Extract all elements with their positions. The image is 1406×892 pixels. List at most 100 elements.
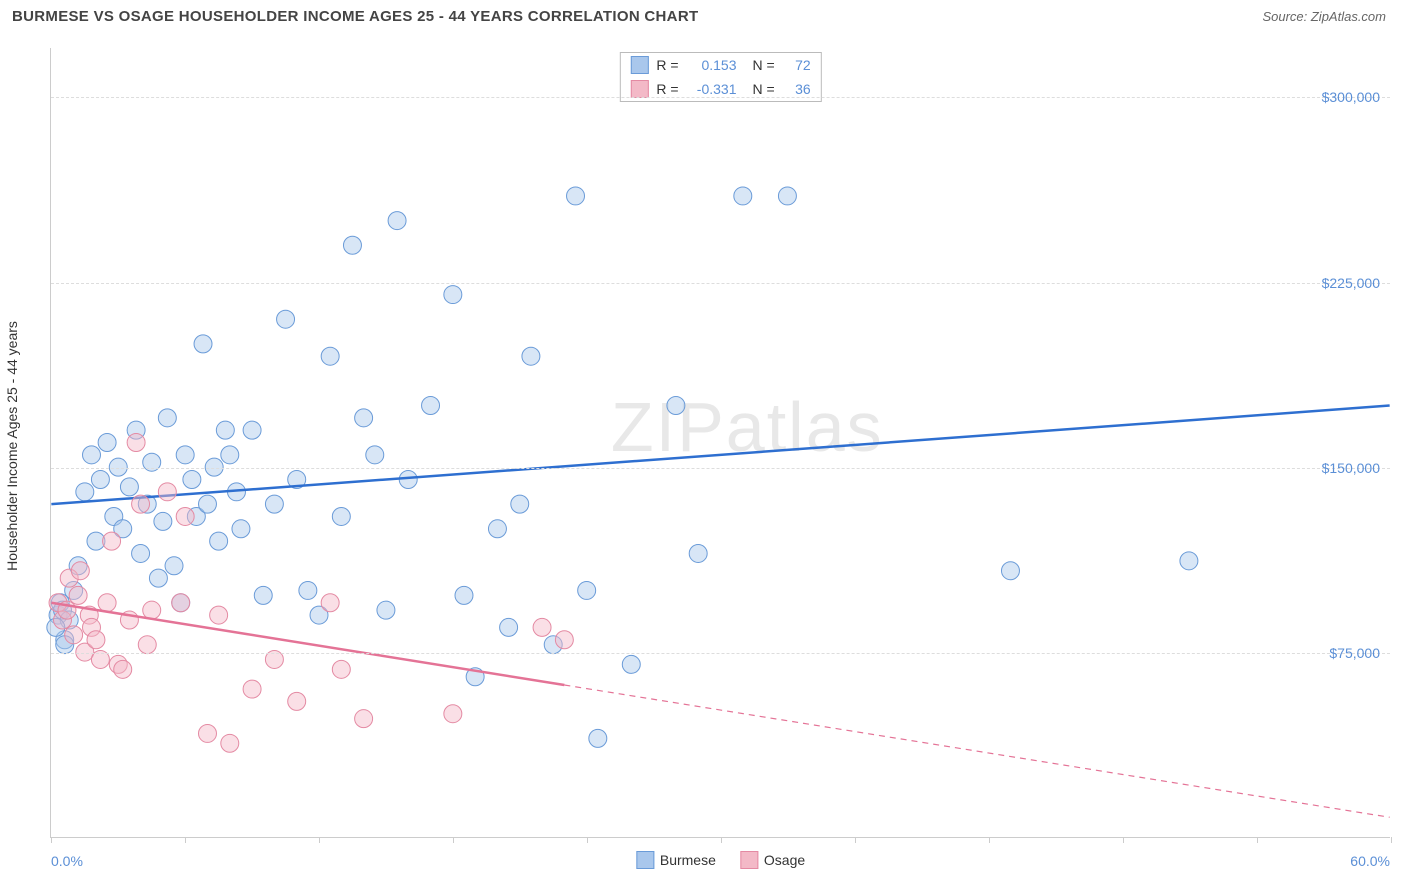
data-point: [194, 335, 212, 353]
x-tick: [319, 837, 320, 843]
n-label: N =: [753, 57, 775, 73]
x-tick: [1123, 837, 1124, 843]
source-label: Source:: [1262, 9, 1310, 24]
data-point: [388, 212, 406, 230]
series-legend-item: Burmese: [636, 851, 716, 869]
r-label: R =: [656, 57, 678, 73]
data-point: [1001, 562, 1019, 580]
data-point: [567, 187, 585, 205]
data-point: [165, 557, 183, 575]
data-point: [622, 655, 640, 673]
legend-swatch: [630, 56, 648, 74]
data-point: [778, 187, 796, 205]
legend-swatch: [630, 80, 648, 98]
n-label: N =: [753, 81, 775, 97]
n-value: 72: [783, 57, 811, 73]
data-point: [232, 520, 250, 538]
data-point: [127, 434, 145, 452]
plot-area: ZIPatlas R =0.153N =72R =-0.331N =36 0.0…: [50, 48, 1390, 838]
data-point: [321, 594, 339, 612]
gridline: [51, 468, 1390, 469]
data-point: [132, 495, 150, 513]
data-point: [522, 347, 540, 365]
gridline: [51, 653, 1390, 654]
x-tick: [587, 837, 588, 843]
data-point: [198, 495, 216, 513]
data-point: [221, 446, 239, 464]
data-point: [198, 724, 216, 742]
trend-line-extrapolated: [564, 685, 1389, 817]
data-point: [172, 594, 190, 612]
data-point: [76, 483, 94, 501]
data-point: [158, 483, 176, 501]
trend-line: [51, 406, 1389, 505]
x-tick: [989, 837, 990, 843]
data-point: [221, 734, 239, 752]
data-point: [98, 594, 116, 612]
gridline: [51, 97, 1390, 98]
data-point: [243, 680, 261, 698]
data-point: [98, 434, 116, 452]
data-point: [176, 446, 194, 464]
correlation-legend: R =0.153N =72R =-0.331N =36: [619, 52, 821, 102]
data-point: [299, 581, 317, 599]
data-point: [65, 626, 83, 644]
x-tick: [453, 837, 454, 843]
data-point: [103, 532, 121, 550]
data-point: [143, 601, 161, 619]
data-point: [120, 478, 138, 496]
data-point: [578, 581, 596, 599]
x-tick: [1257, 837, 1258, 843]
data-point: [87, 631, 105, 649]
y-tick-label: $300,000: [1322, 89, 1380, 105]
data-point: [321, 347, 339, 365]
data-point: [377, 601, 395, 619]
data-point: [332, 660, 350, 678]
data-point: [355, 710, 373, 728]
data-point: [288, 692, 306, 710]
gridline: [51, 283, 1390, 284]
data-point: [277, 310, 295, 328]
data-point: [511, 495, 529, 513]
series-legend: Burmese Osage: [636, 851, 805, 869]
data-point: [183, 470, 201, 488]
data-point: [254, 586, 272, 604]
data-point: [216, 421, 234, 439]
data-point: [488, 520, 506, 538]
data-point: [734, 187, 752, 205]
data-point: [366, 446, 384, 464]
chart-title: BURMESE VS OSAGE HOUSEHOLDER INCOME AGES…: [12, 8, 698, 25]
data-point: [555, 631, 573, 649]
data-point: [154, 512, 172, 530]
data-point: [265, 495, 283, 513]
data-point: [210, 606, 228, 624]
data-point: [355, 409, 373, 427]
data-point: [176, 507, 194, 525]
data-point: [149, 569, 167, 587]
data-point: [158, 409, 176, 427]
x-axis-max-label: 60.0%: [1350, 853, 1390, 869]
x-tick: [51, 837, 52, 843]
series-legend-item: Osage: [740, 851, 805, 869]
data-point: [500, 618, 518, 636]
data-point: [138, 636, 156, 654]
data-point: [689, 544, 707, 562]
source-name: ZipAtlas.com: [1311, 9, 1386, 24]
y-axis-title: Householder Income Ages 25 - 44 years: [4, 321, 20, 571]
data-point: [1180, 552, 1198, 570]
series-legend-label: Burmese: [660, 852, 716, 868]
data-point: [114, 660, 132, 678]
chart-header: BURMESE VS OSAGE HOUSEHOLDER INCOME AGES…: [0, 0, 1406, 29]
data-point: [332, 507, 350, 525]
data-point: [444, 286, 462, 304]
correlation-legend-row: R =0.153N =72: [620, 53, 820, 77]
y-tick-label: $225,000: [1322, 275, 1380, 291]
data-point: [210, 532, 228, 550]
data-point: [422, 397, 440, 415]
r-value: -0.331: [687, 81, 737, 97]
data-point: [455, 586, 473, 604]
data-point: [343, 236, 361, 254]
r-label: R =: [656, 81, 678, 97]
x-tick: [721, 837, 722, 843]
data-point: [444, 705, 462, 723]
